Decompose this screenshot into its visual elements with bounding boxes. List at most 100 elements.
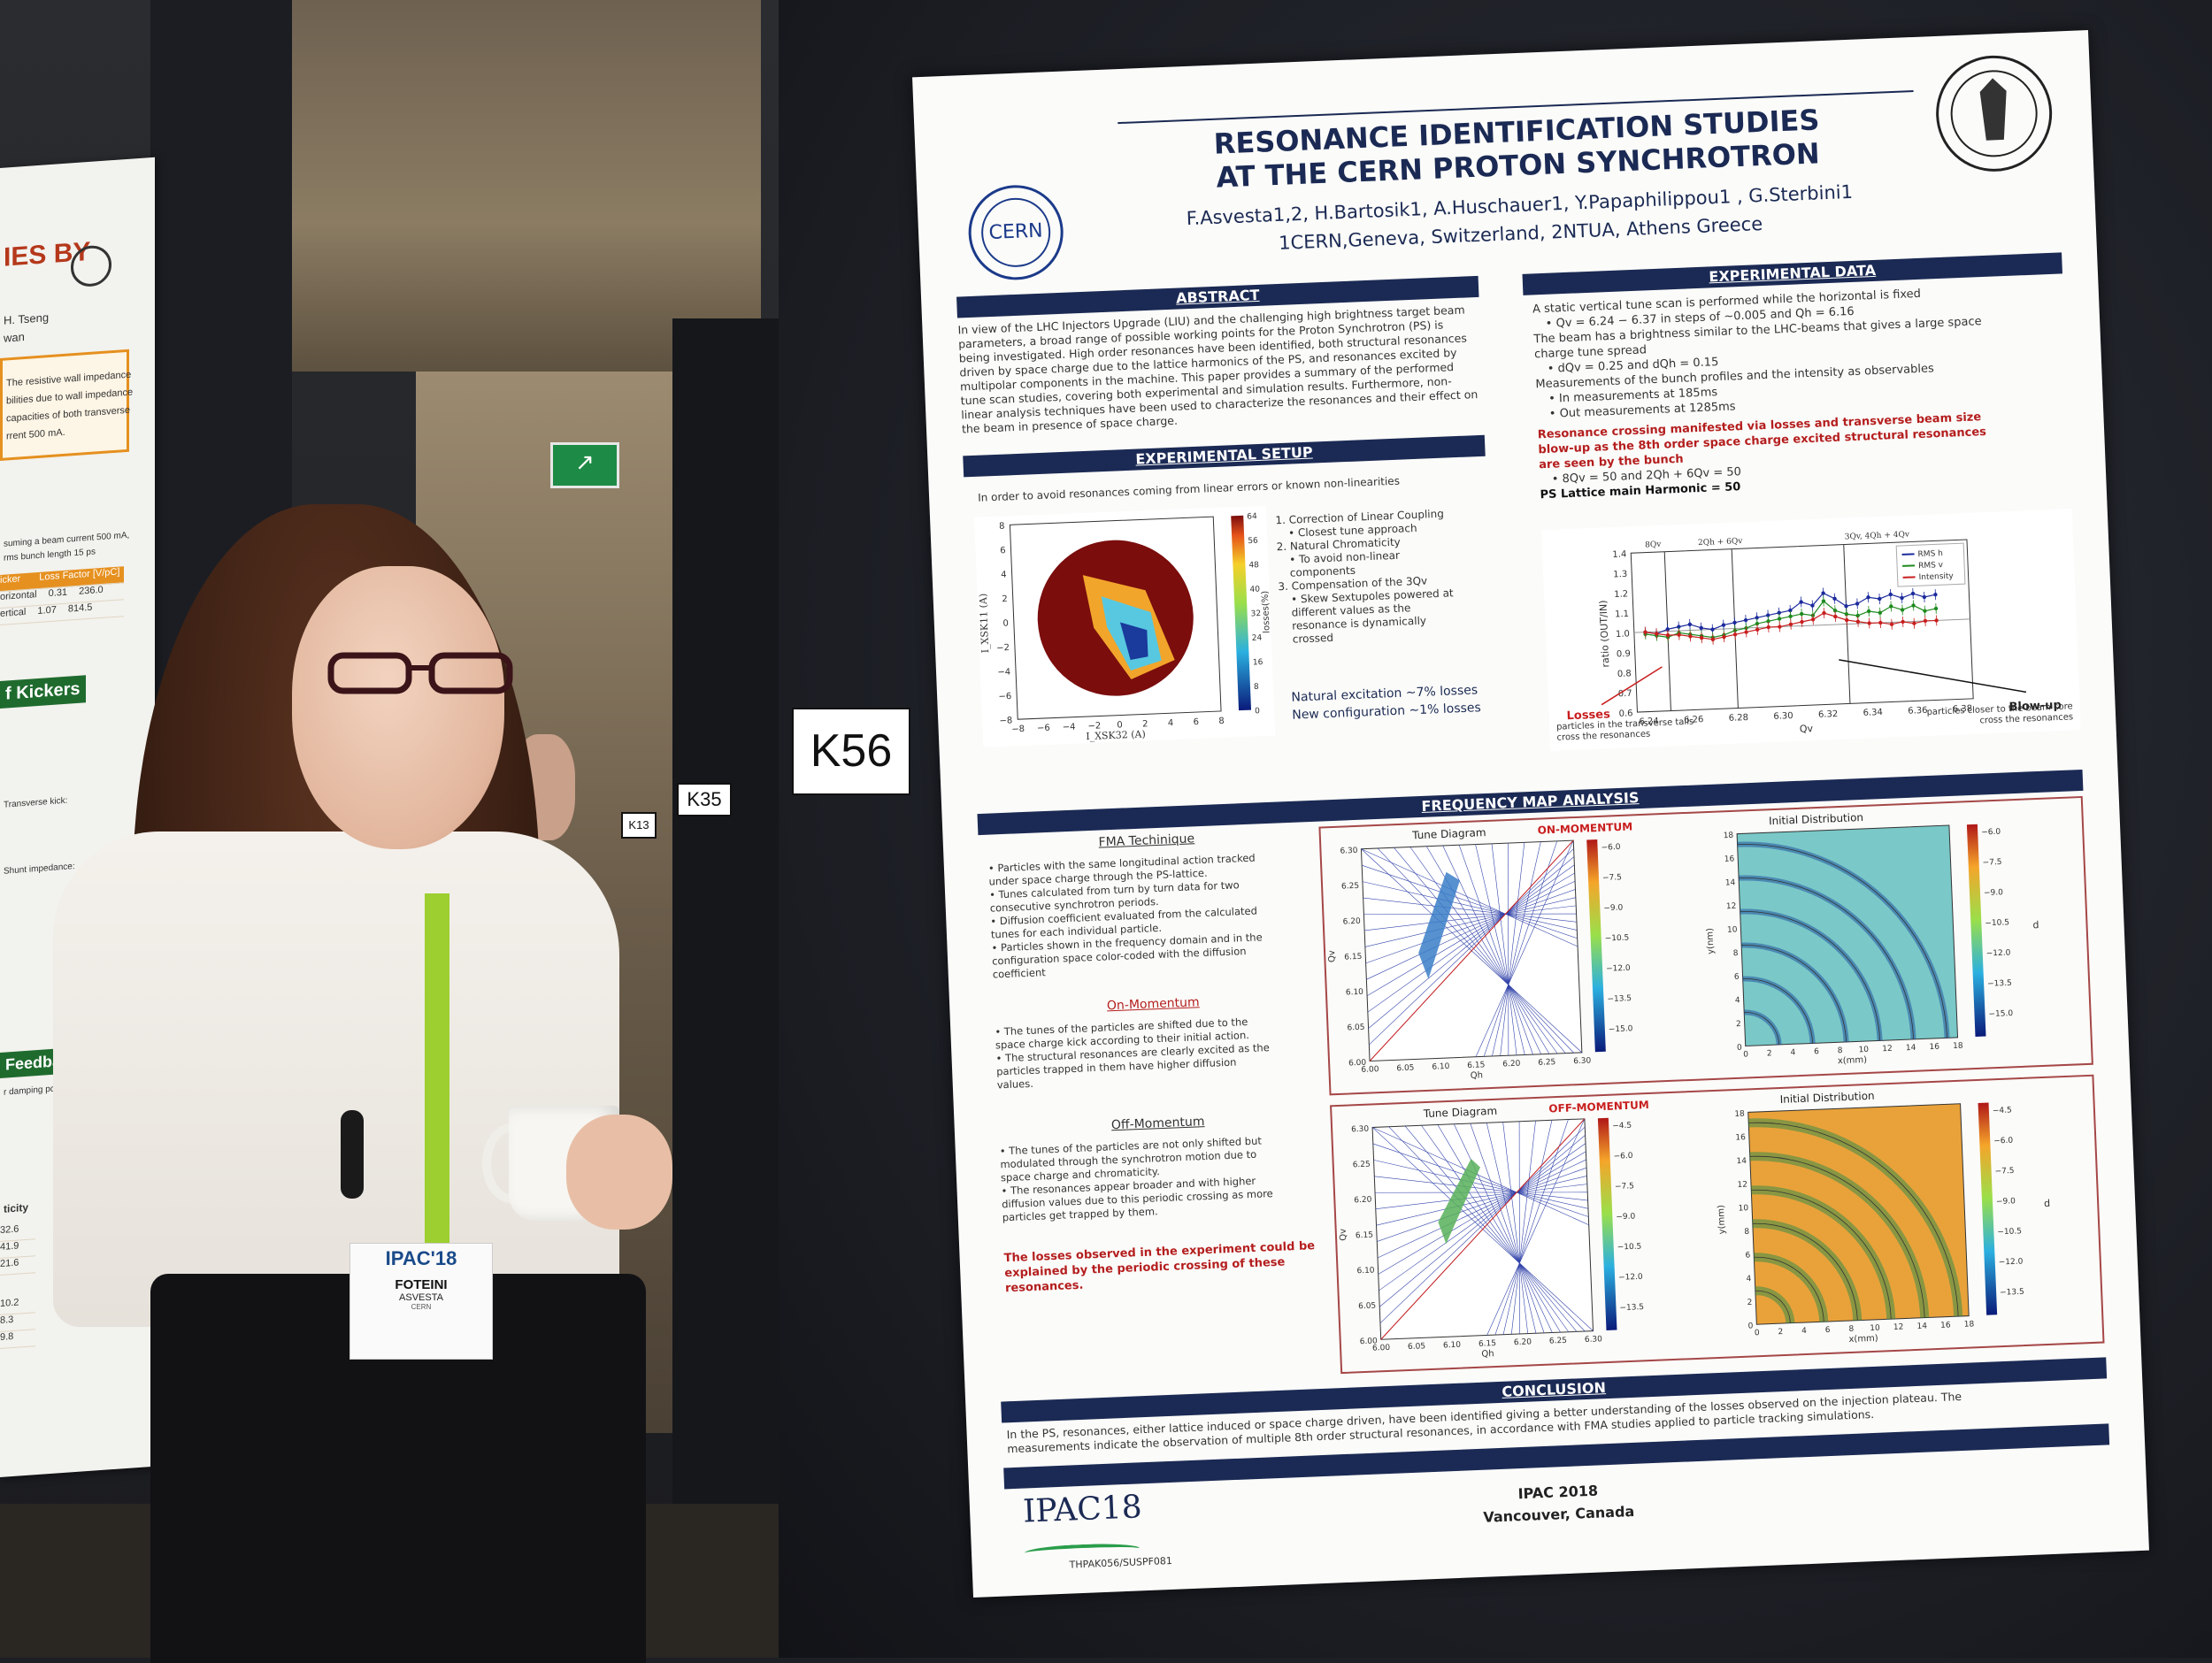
legend-entry: RMS h <box>1917 549 1943 559</box>
colorbar-tick-label: −4.5 <box>1993 1106 2012 1115</box>
colorbar-tick-label: 0 <box>1255 707 1260 716</box>
y-tick-label: 6.30 <box>1340 847 1358 856</box>
y-tick-label: 8 <box>1733 949 1739 958</box>
abstract-text: In view of the LHC Injectors Upgrade (LI… <box>957 303 1484 437</box>
distribution-colorbar <box>1978 1102 1998 1314</box>
glasses-icon <box>327 650 513 694</box>
y-tick-label: 2 <box>1747 1299 1752 1307</box>
exit-arrow-icon: ↗ <box>575 449 595 476</box>
colorbar-tick-label: −13.5 <box>1619 1303 1644 1313</box>
y-tick-label: 2 <box>1002 594 1008 604</box>
setup-new-configuration: New configuration ~1% losses <box>1292 701 1481 723</box>
lanyard <box>425 893 449 1265</box>
y-tick-label: 18 <box>1734 1110 1745 1119</box>
left-poster-note: rms bunch length 15 ps <box>4 547 96 563</box>
fma-off-momentum-text: • The tunes of the particles are not onl… <box>1000 1132 1321 1224</box>
table-cell: 1.07 <box>37 605 56 617</box>
left-poster-values: 32.6 41.9 21.6 10.2 8.3 9.8 <box>0 1222 35 1349</box>
ceiling-wall-panel <box>283 0 761 372</box>
tune-xlabel: Qh <box>1471 1070 1484 1081</box>
booth-tag-mid: K35 <box>677 783 732 816</box>
x-tick-label: 6.10 <box>1443 1341 1462 1351</box>
legend-swatch <box>1902 565 1915 566</box>
y-tick-label: −4 <box>997 667 1010 678</box>
setup-cbar-label: losses(%) <box>1261 591 1272 633</box>
left-poster-logo <box>71 244 111 287</box>
colorbar-tick-label: 40 <box>1249 586 1260 594</box>
resonance-label: 8Qv <box>1645 540 1662 550</box>
y-tick-label: 0.6 <box>1618 709 1632 719</box>
x-tick-label: 6 <box>1825 1326 1831 1335</box>
colorbar-tick-label: 56 <box>1248 537 1258 546</box>
setup-ylabel: I_XSK11 (A) <box>978 594 992 654</box>
footer-paper-code: THPAK056/SUSPF081 <box>1069 1554 1172 1573</box>
x-tick-label: 12 <box>1893 1323 1904 1332</box>
y-tick-label: 2 <box>1736 1020 1741 1029</box>
setup-heading: EXPERIMENTAL SETUP <box>963 435 1485 478</box>
x-tick-label: 6.25 <box>1549 1337 1567 1346</box>
x-tick-label: 6.25 <box>1538 1058 1555 1068</box>
left-poster-table: icker Loss Factor [V/pC] orizontal 0.31 … <box>0 566 124 625</box>
x-tick-label: 6.30 <box>1585 1335 1603 1345</box>
fma-technique-text: • Particles with the same longitudinal a… <box>988 849 1311 981</box>
x-tick-label: 18 <box>1953 1042 1963 1051</box>
box-line: bilities due to wall impedance <box>6 387 133 407</box>
box-line: capacities of both transverse <box>6 405 130 425</box>
x-tick-label: 8 <box>1218 717 1225 726</box>
tune-xlabel: Qh <box>1481 1349 1494 1360</box>
colorbar-tick-label: −7.5 <box>1994 1167 2014 1176</box>
y-tick-label: 6.00 <box>1348 1059 1367 1069</box>
left-poster-author: wan <box>4 330 25 345</box>
y-tick-label: 6 <box>1734 973 1740 982</box>
y-tick-label: 0 <box>1002 619 1009 629</box>
tune-colorbar <box>1586 839 1606 1052</box>
x-tick-label: 4 <box>1790 1048 1795 1057</box>
y-tick-label: 4 <box>1746 1275 1751 1284</box>
left-poster-label: Shunt impedance: <box>4 862 75 877</box>
cern-logo-text: CERN <box>988 220 1043 244</box>
x-tick-label: 6.05 <box>1396 1064 1414 1074</box>
y-tick-label: 0.8 <box>1617 669 1632 679</box>
y-tick-label: 16 <box>1735 1133 1746 1142</box>
badge-last-name: ASVESTA <box>350 1292 492 1303</box>
colorbar-tick-label: −13.5 <box>2000 1288 2024 1298</box>
tune-colorbar <box>1598 1118 1617 1330</box>
x-tick-label: 6.15 <box>1479 1339 1496 1349</box>
setup-list: 1. Correction of Linear Coupling • Close… <box>1275 506 1493 648</box>
badge-first-name: FOTEINI <box>350 1277 492 1292</box>
colorbar-tick-label: −9.0 <box>1996 1197 2016 1207</box>
cern-logo: CERN <box>961 177 1071 287</box>
setup-intro: In order to avoid resonances coming from… <box>978 474 1400 505</box>
colorbar-tick-label: 24 <box>1252 634 1263 643</box>
ntua-seal <box>1930 50 2059 179</box>
x-tick-label: 2 <box>1767 1049 1772 1058</box>
footer-ipac-logo: IPAC18 <box>1022 1489 1142 1529</box>
x-tick-label: 6.20 <box>1514 1337 1532 1347</box>
y-tick-label: 6.25 <box>1341 882 1359 892</box>
footer-event: IPAC 2018 <box>1470 1482 1647 1503</box>
y-tick-label: 10 <box>1738 1204 1748 1213</box>
colorbar-tick-label: 8 <box>1254 683 1259 692</box>
box-line: rrent 500 mA. <box>6 427 65 442</box>
left-poster-section-kickers: f Kickers <box>0 675 86 709</box>
tune-ylabel: Qv <box>1327 950 1338 962</box>
x-tick-label: 6.20 <box>1502 1060 1521 1069</box>
y-tick-label: 6.05 <box>1347 1023 1364 1033</box>
colorbar-tick-label: −9.0 <box>1984 888 2004 898</box>
fma-off-momentum-heading: Off-Momentum <box>999 1110 1317 1137</box>
y-tick-label: 16 <box>1724 854 1735 863</box>
x-tick-label: 6 <box>1814 1047 1819 1056</box>
fma-on-momentum-heading: On-Momentum <box>994 991 1312 1017</box>
x-tick-label: 8 <box>1848 1325 1854 1334</box>
colorbar-tick-label: −15.0 <box>1609 1024 1633 1034</box>
dist-xlabel: x(mm) <box>1838 1055 1868 1066</box>
y-tick-label: 6.00 <box>1360 1337 1379 1346</box>
y-tick-label: 6.20 <box>1354 1196 1372 1206</box>
y-tick-label: 1.2 <box>1614 589 1628 600</box>
y-tick-label: 0 <box>1748 1322 1754 1330</box>
table-cell: Loss Factor [V/pC] <box>39 567 119 583</box>
x-tick-label: 8 <box>1838 1046 1843 1055</box>
table-cell: icker <box>0 573 20 586</box>
